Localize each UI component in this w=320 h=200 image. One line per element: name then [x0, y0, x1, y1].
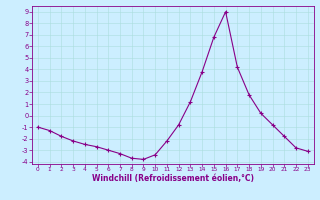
X-axis label: Windchill (Refroidissement éolien,°C): Windchill (Refroidissement éolien,°C) — [92, 174, 254, 183]
